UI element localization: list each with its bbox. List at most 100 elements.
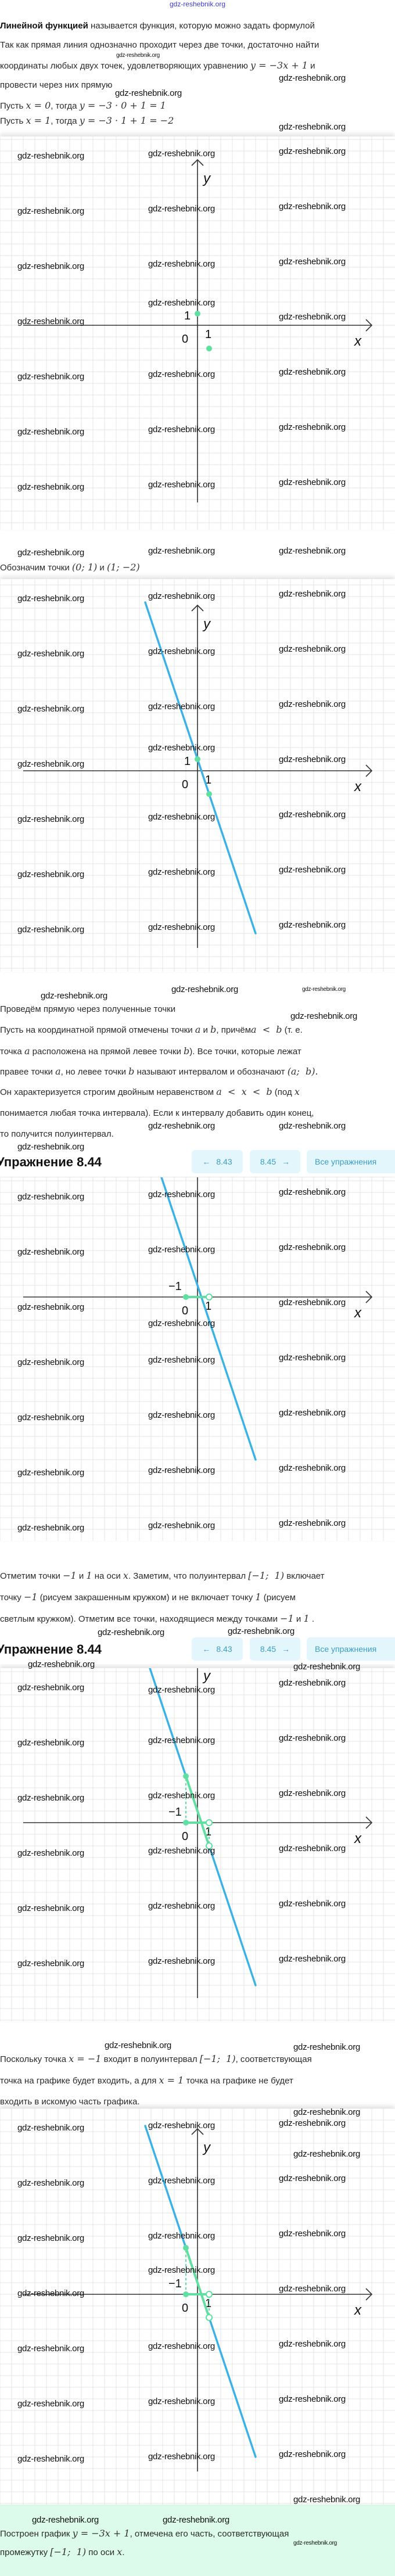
text-line: точку −1 (рисуем закрашенным кружком) и …	[0, 1591, 296, 1603]
x-tick-label-negative: −1	[168, 1806, 182, 1819]
y-axis-label: y	[202, 1668, 211, 1684]
interval-end-open	[206, 2291, 213, 2298]
y-axis-label: y	[202, 171, 211, 186]
text-segment: входить в искомую часть графика.	[0, 2097, 140, 2107]
exercise-header: Упражнение 8.44 ← 8.43 8.45 → Все упражнен…	[0, 1148, 395, 1177]
text-segment: Линейной функцией	[0, 21, 88, 31]
math-expression: x	[123, 1570, 128, 1581]
text-segment: ). Все точки, которые лежат	[189, 1047, 301, 1057]
graph-panel: x y 0 1 −1	[0, 2108, 395, 2505]
math-expression: 1	[303, 1613, 310, 1624]
site-watermark-top: gdz-reshebnik.org	[169, 0, 226, 8]
watermark: gdz-reshebnik.org	[148, 546, 215, 556]
text-line: точка на графике будет входить, а для x …	[0, 2075, 293, 2086]
grid	[0, 2108, 395, 2505]
text-segment: называют интервалом и обозначают	[134, 1067, 288, 1077]
math-expression: y = −3x + 1	[72, 2528, 130, 2539]
text-segment: входит в полуинтервал	[101, 2054, 200, 2064]
answer-box	[0, 2505, 395, 2576]
graph-panel: x y 0 1 −1	[0, 1668, 395, 2021]
watermark: gdz-reshebnik.org	[279, 122, 346, 132]
x-tick-label: 1	[205, 328, 211, 341]
watermark: gdz-reshebnik.org	[105, 2040, 171, 2050]
text-line: понимается любая точка интервала). Если …	[0, 1108, 314, 1119]
all-exercises-button[interactable]: Все упражнения	[307, 1150, 395, 1173]
text-segment: по оси	[86, 2548, 117, 2557]
text-segment: (т. е.	[282, 1025, 303, 1035]
y-axis-label: y	[202, 2140, 211, 2155]
text-line: входить в искомую часть графика.	[0, 2096, 140, 2108]
text-line: Так как прямая линия однозначно проходит…	[0, 39, 319, 51]
text-line: Пусть x = 1, тогда y = −3 · 1 + 1 = −2	[0, 115, 174, 127]
text-segment: правее точки	[0, 1067, 56, 1077]
text-segment: на оси	[92, 1571, 123, 1581]
text-segment: точка	[0, 1047, 24, 1057]
math-expression: x = −1	[69, 2053, 102, 2064]
watermark: gdz-reshebnik.org	[17, 548, 84, 558]
x-axis-arrow-icon	[365, 2288, 373, 2301]
function-line	[144, 601, 257, 935]
text-line: Он характеризуется строгим двойным нерав…	[0, 1086, 300, 1098]
text-segment: Пусть на координатной прямой отмечены то…	[0, 1025, 195, 1035]
math-expression: b	[128, 1066, 135, 1077]
y-axis-arrow-icon	[191, 604, 204, 612]
text-segment: (рисуем закрашенным кружком) и не включа…	[37, 1593, 256, 1603]
text-line: светлым кружком). Отметим все точки, нах…	[0, 1613, 314, 1625]
text-line: Обозначим точки (0; 1) и (1; −2)	[0, 562, 140, 573]
x-axis-arrow-icon	[365, 1816, 373, 1829]
text-segment: называется функция, которую можно задать…	[88, 21, 315, 31]
text-segment: светлым кружком). Отметим все точки, нах…	[0, 1614, 281, 1624]
text-segment: Он характеризуется строгим двойным нерав…	[0, 1087, 217, 1097]
coordinate-graph: x y 0 1 1	[0, 579, 395, 972]
exercise-title: Упражнение 8.44	[0, 1155, 102, 1169]
x-tick-label: 1	[205, 2297, 211, 2310]
text-segment: , тогда	[51, 116, 80, 126]
arrow-right-icon: →	[282, 1157, 290, 1166]
open-point	[206, 2314, 213, 2321]
interval-start-filled	[183, 1294, 189, 1300]
math-expression: −1	[63, 1570, 77, 1581]
watermark: gdz-reshebnik.org	[279, 546, 346, 556]
x-axis-label: x	[354, 779, 362, 795]
all-exercises-button[interactable]: Все упражнения	[307, 1637, 395, 1661]
x-axis-label: x	[354, 1305, 362, 1321]
grid	[0, 1177, 395, 1541]
origin-label: 0	[182, 333, 188, 346]
text-segment: , тогда	[51, 101, 80, 111]
math-expression: a	[195, 1024, 201, 1035]
math-expression: a < b	[251, 1024, 282, 1035]
watermark: gdz-reshebnik.org	[115, 88, 182, 98]
text-segment: Поскольку точка	[0, 2054, 69, 2064]
watermark: gdz-reshebnik.org	[279, 1121, 346, 1131]
text-segment: точка на графике будет входить, а для	[0, 2076, 159, 2086]
math-expression: [−1; 1)	[199, 2053, 236, 2064]
highlighted-graph-part	[185, 2247, 210, 2318]
prev-exercise-button[interactable]: ← 8.43	[192, 1637, 243, 1661]
next-exercise-button[interactable]: 8.45 →	[250, 1637, 300, 1661]
text-line: Пусть x = 0, тогда y = −3 · 0 + 1 = 1	[0, 100, 166, 112]
watermark: gdz-reshebnik.org	[290, 1011, 357, 1021]
text-segment: .	[122, 2548, 125, 2557]
text-line: Линейной функцией называется функция, ко…	[0, 20, 315, 32]
y-tick-label: 1	[184, 755, 191, 768]
prev-exercise-button[interactable]: ← 8.43	[192, 1150, 243, 1173]
coordinate-graph: x y 0 1 −1	[0, 2108, 395, 2505]
function-line	[160, 1177, 257, 1461]
text-segment: промежутку	[0, 2548, 51, 2557]
graph-point	[195, 311, 200, 317]
arrow-left-icon: ←	[202, 1644, 211, 1654]
text-segment: точку	[0, 1593, 24, 1603]
text-segment: (под	[272, 1087, 295, 1097]
math-expression: x	[294, 1086, 300, 1097]
next-exercise-button[interactable]: 8.45 →	[250, 1150, 300, 1173]
watermark: gdz-reshebnik.org	[171, 985, 238, 994]
text-segment: (рисуем	[261, 1593, 296, 1603]
x-axis-arrow-icon	[365, 1291, 373, 1303]
text-segment: и	[293, 1614, 304, 1624]
math-expression: b	[210, 1024, 217, 1035]
y-axis-label: y	[202, 616, 211, 632]
y-axis-arrow-icon	[191, 2128, 204, 2135]
highlighted-graph-part	[185, 1776, 210, 1846]
watermark: gdz-reshebnik.org	[116, 52, 160, 59]
text-segment: и	[200, 1025, 211, 1035]
